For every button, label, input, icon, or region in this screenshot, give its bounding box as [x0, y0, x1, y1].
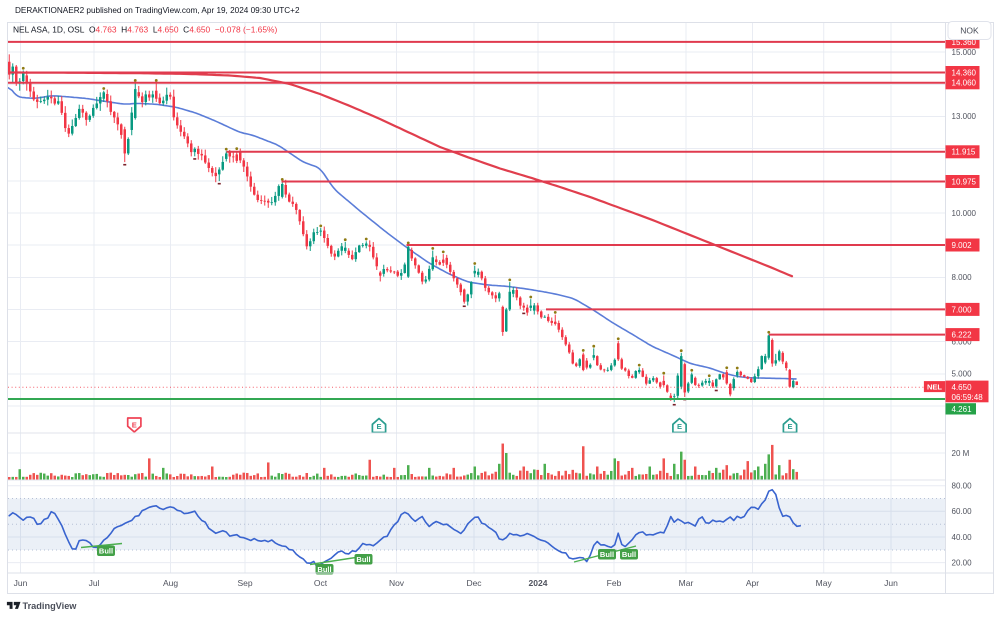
svg-text:Apr: Apr	[746, 578, 759, 588]
svg-text:May: May	[816, 578, 833, 588]
svg-text:Sep: Sep	[237, 578, 252, 588]
svg-text:Aug: Aug	[163, 578, 178, 588]
svg-text:11.915: 11.915	[952, 148, 976, 157]
svg-text:6.000: 6.000	[952, 337, 973, 346]
svg-text:NEL: NEL	[927, 382, 942, 391]
svg-text:E: E	[677, 422, 682, 431]
svg-text:E: E	[132, 420, 137, 429]
svg-text:06:59:48: 06:59:48	[952, 393, 984, 402]
svg-text:9.002: 9.002	[952, 241, 973, 250]
svg-text:15.360: 15.360	[952, 38, 977, 47]
svg-text:10.000: 10.000	[952, 209, 977, 218]
svg-text:E: E	[787, 422, 792, 431]
svg-text:Jun: Jun	[14, 578, 28, 588]
svg-text:5.000: 5.000	[952, 370, 973, 379]
svg-text:NOK: NOK	[960, 26, 979, 36]
svg-text:10.975: 10.975	[952, 177, 977, 186]
svg-text:14.360: 14.360	[952, 68, 977, 77]
svg-text:Bull: Bull	[622, 550, 636, 559]
svg-text:Jun: Jun	[884, 578, 898, 588]
svg-text:Oct: Oct	[314, 578, 328, 588]
svg-text:Bull: Bull	[600, 550, 614, 559]
svg-text:60.00: 60.00	[952, 507, 973, 516]
svg-text:Dec: Dec	[466, 578, 482, 588]
svg-text:Mar: Mar	[679, 578, 694, 588]
svg-text:6.222: 6.222	[952, 331, 973, 340]
svg-text:Nov: Nov	[389, 578, 405, 588]
svg-text:7.000: 7.000	[952, 305, 973, 314]
svg-text:20 M: 20 M	[952, 449, 970, 458]
svg-text:Bull: Bull	[99, 546, 113, 555]
svg-text:80.00: 80.00	[952, 482, 973, 491]
svg-text:20.00: 20.00	[952, 558, 973, 567]
svg-text:DERAKTIONAER2 published on Tra: DERAKTIONAER2 published on TradingView.c…	[15, 6, 300, 15]
svg-text:8.000: 8.000	[952, 273, 973, 282]
svg-text:13.000: 13.000	[952, 112, 977, 121]
svg-text:4.261: 4.261	[952, 405, 973, 414]
svg-text:TradingView: TradingView	[23, 601, 78, 611]
svg-text:15.000: 15.000	[952, 48, 977, 57]
svg-text:40.00: 40.00	[952, 533, 973, 542]
svg-text:4.650: 4.650	[952, 383, 973, 392]
svg-text:Feb: Feb	[607, 578, 622, 588]
svg-text:2024: 2024	[529, 578, 548, 588]
svg-text:Bull: Bull	[356, 555, 370, 564]
svg-text:NEL ASA, 1D, OSL O4.763 H4.7: NEL ASA, 1D, OSL O4.763 H4.763 L4.650 C4…	[13, 25, 277, 35]
svg-text:14.060: 14.060	[952, 79, 977, 88]
svg-text:Jul: Jul	[89, 578, 100, 588]
svg-text:E: E	[376, 422, 381, 431]
svg-text:Bull: Bull	[317, 565, 331, 574]
